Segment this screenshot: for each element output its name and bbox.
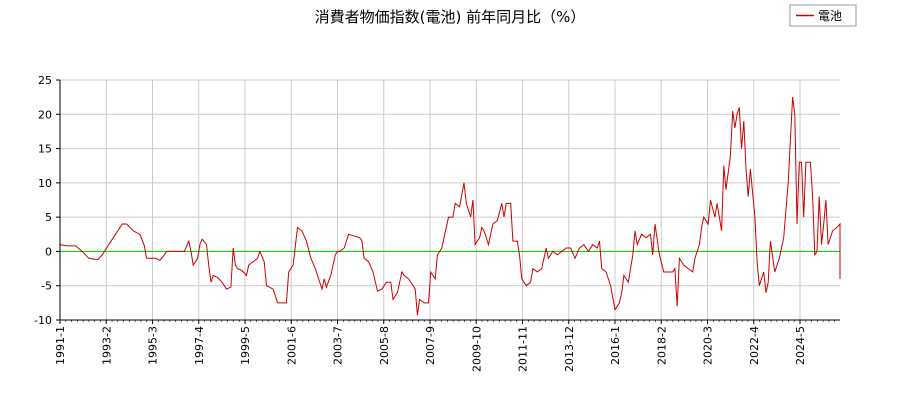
x-tick-label: 2022-4 bbox=[748, 326, 761, 365]
x-tick-label: 2007-9 bbox=[424, 326, 437, 365]
chart-title: 消費者物価指数(電池) 前年同月比（%） bbox=[315, 8, 586, 26]
x-tick-label: 2024-5 bbox=[794, 326, 807, 365]
y-tick-label: -10 bbox=[34, 314, 52, 327]
x-tick-label: 2016-1 bbox=[609, 326, 622, 365]
y-tick-label: 10 bbox=[38, 177, 52, 190]
x-tick-label: 2003-7 bbox=[332, 326, 345, 365]
y-tick-label: 25 bbox=[38, 74, 52, 87]
x-tick-label: 2013-12 bbox=[563, 326, 576, 372]
y-axis-ticks: 25 20 15 10 5 0 -5 -10 bbox=[34, 74, 60, 327]
x-tick-label: 2001-6 bbox=[285, 326, 298, 365]
x-tick-label: 1991-1 bbox=[54, 326, 67, 365]
y-tick-label: 15 bbox=[38, 143, 52, 156]
x-tick-label: 2018-2 bbox=[655, 326, 668, 365]
x-tick-label: 1999-5 bbox=[239, 326, 252, 365]
x-tick-label: 2009-10 bbox=[470, 326, 483, 372]
axes bbox=[59, 80, 840, 321]
x-tick-label: 2005-8 bbox=[378, 326, 391, 365]
legend-label: 電池 bbox=[818, 9, 842, 23]
x-tick-label: 1995-3 bbox=[147, 326, 160, 365]
plot-area: 25 20 15 10 5 0 -5 -10 1991-1 1993-2 1995-3 1997-4… bbox=[34, 74, 841, 372]
x-tick-label: 1997-4 bbox=[193, 326, 206, 365]
series-line bbox=[59, 97, 841, 316]
y-tick-label: 5 bbox=[45, 211, 52, 224]
y-tick-label: -5 bbox=[41, 280, 52, 293]
x-tick-label: 1993-2 bbox=[100, 326, 113, 365]
x-tick-label: 2011-11 bbox=[517, 326, 530, 372]
y-tick-label: 0 bbox=[45, 245, 52, 258]
x-axis-ticks: 1991-1 1993-2 1995-3 1997-4 1999-5 2001-6 2003… bbox=[54, 320, 835, 372]
legend-box bbox=[789, 4, 857, 27]
legend: 電池 bbox=[789, 4, 857, 27]
y-tick-label: 20 bbox=[38, 108, 52, 121]
x-tick-label: 2020-3 bbox=[702, 326, 715, 365]
